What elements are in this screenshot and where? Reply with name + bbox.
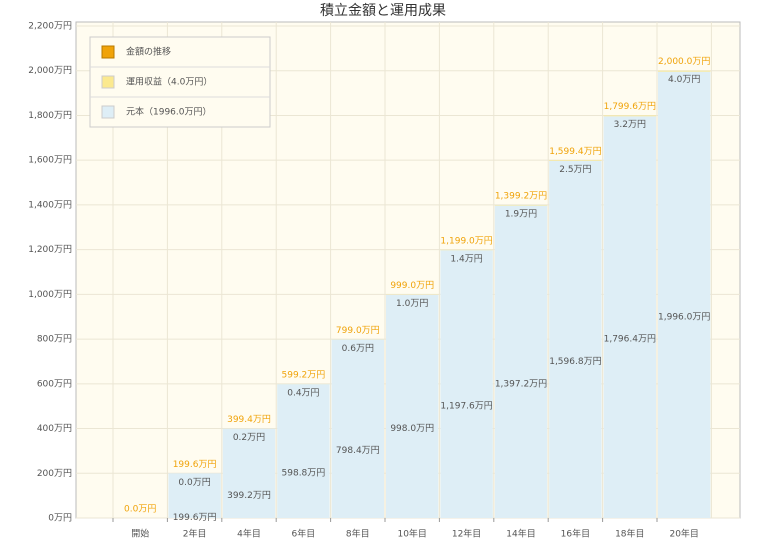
principal-segment	[168, 473, 221, 518]
x-tick-label: 4年目	[237, 528, 261, 540]
y-tick-label: 0万円	[48, 513, 72, 524]
total-label: 399.4万円	[227, 414, 271, 425]
y-tick-label: 1,000万円	[28, 289, 72, 300]
principal-segment	[277, 384, 330, 518]
x-tick-label: 12年目	[452, 528, 481, 540]
y-tick-label: 200万円	[37, 468, 72, 479]
total-label: 0.0万円	[124, 504, 156, 515]
legend-swatch	[101, 75, 115, 89]
principal-segment	[222, 428, 276, 518]
y-tick-label: 2,000万円	[28, 65, 72, 76]
legend-swatch	[101, 105, 115, 119]
y-tick-label: 1,800万円	[28, 110, 72, 121]
gain-label: 0.0万円	[178, 477, 210, 488]
total-label: 1,799.6万円	[604, 101, 656, 112]
gain-segment	[658, 70, 711, 72]
principal-segment	[440, 250, 493, 518]
gain-label: 2.5万円	[559, 164, 591, 175]
total-label: 199.6万円	[173, 459, 217, 470]
principal-label: 998.0万円	[390, 423, 434, 434]
principal-segment	[331, 339, 384, 518]
x-tick-label: 10年目	[397, 528, 426, 540]
legend-label: 金額の推移	[126, 46, 171, 58]
gain-segment	[603, 115, 656, 117]
principal-segment	[549, 160, 602, 518]
total-label: 1,599.4万円	[549, 146, 601, 157]
principal-segment	[603, 116, 656, 518]
y-tick-label: 1,400万円	[28, 199, 72, 210]
x-tick-label: 6年目	[292, 528, 316, 540]
legend-swatch	[101, 45, 115, 59]
principal-label: 1,796.4万円	[604, 334, 656, 345]
principal-segment	[494, 205, 548, 518]
y-tick-label: 1,600万円	[28, 155, 72, 166]
x-tick-label: 14年目	[506, 528, 535, 540]
total-label: 1,399.2万円	[495, 191, 547, 202]
gain-label: 4.0万円	[668, 74, 700, 85]
y-tick-label: 400万円	[37, 423, 72, 434]
principal-label: 1,397.2万円	[495, 378, 547, 389]
y-tick-label: 1,200万円	[28, 244, 72, 255]
total-label: 999.0万円	[390, 280, 434, 291]
x-tick-label: 2年目	[183, 528, 207, 540]
gain-segment	[549, 160, 602, 161]
x-tick-label: 開始	[131, 528, 149, 540]
y-tick-label: 2,200万円	[28, 21, 72, 32]
total-label: 599.2万円	[282, 369, 326, 380]
total-label: 2,000.0万円	[658, 56, 710, 67]
principal-segment	[386, 294, 439, 518]
x-tick-label: 20年目	[669, 528, 698, 540]
x-tick-label: 18年目	[615, 528, 644, 540]
legend-label: 運用収益（4.0万円）	[126, 76, 212, 88]
gain-label: 3.2万円	[614, 119, 646, 130]
total-label: 799.0万円	[336, 325, 380, 336]
y-tick-label: 800万円	[37, 334, 72, 345]
gain-label: 1.4万円	[450, 253, 482, 264]
x-tick-label: 16年目	[561, 528, 590, 540]
principal-segment	[658, 71, 711, 518]
chart-title: 積立金額と運用成果	[320, 3, 446, 19]
principal-label: 1,996.0万円	[658, 311, 710, 322]
x-tick-label: 8年目	[346, 528, 370, 540]
legend-box	[89, 36, 271, 128]
principal-label: 199.6万円	[173, 512, 217, 523]
gain-label: 0.2万円	[233, 432, 265, 443]
y-tick-label: 600万円	[37, 378, 72, 389]
principal-label: 598.8万円	[282, 468, 326, 479]
gain-label: 0.6万円	[342, 343, 374, 354]
principal-label: 1,596.8万円	[549, 356, 601, 367]
legend-label: 元本（1996.0万円）	[126, 106, 212, 118]
gain-label: 1.9万円	[505, 209, 537, 220]
principal-label: 798.4万円	[336, 445, 380, 456]
gain-label: 0.4万円	[287, 387, 319, 398]
principal-label: 399.2万円	[227, 490, 271, 501]
total-label: 1,199.0万円	[440, 235, 492, 246]
gain-label: 1.0万円	[396, 298, 428, 309]
principal-label: 1,197.6万円	[440, 401, 492, 412]
